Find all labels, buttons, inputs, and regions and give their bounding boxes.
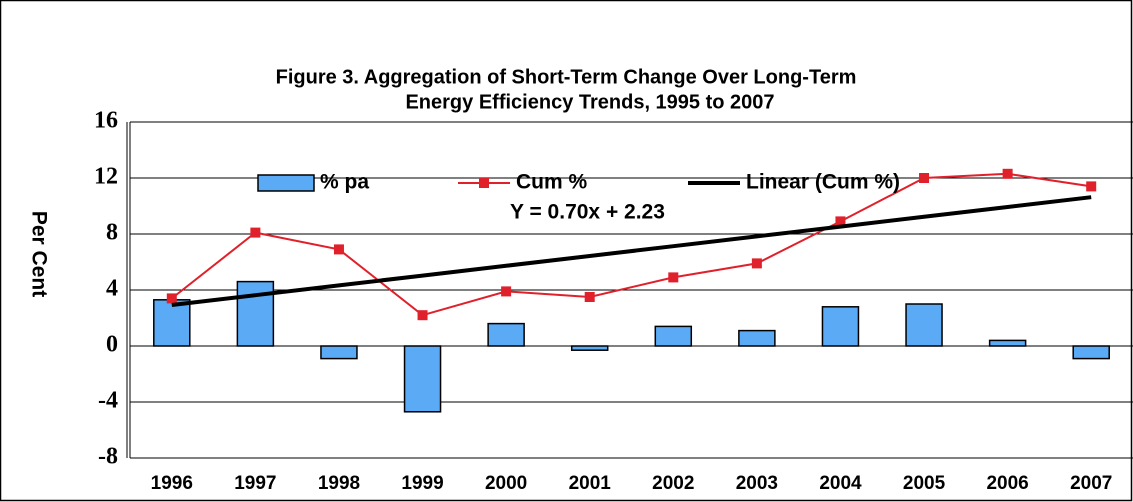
x-tick-label: 2007 [1070, 473, 1112, 494]
marker [501, 286, 512, 297]
bar [487, 322, 525, 347]
x-tick-label: 2006 [986, 473, 1028, 494]
x-tick-label: 2005 [903, 473, 946, 494]
x-tick-label: 2003 [736, 473, 778, 494]
bar [988, 339, 1027, 347]
legend-swatch [257, 174, 315, 192]
x-tick-label: 2001 [569, 473, 612, 494]
bar [654, 325, 693, 347]
marker [584, 292, 595, 302]
legend-label: Linear (Cum %) [746, 171, 900, 194]
y-axis-label: Per Cent [27, 211, 50, 297]
marker [919, 173, 930, 183]
y-tick-label: -8 [98, 444, 118, 470]
marker [668, 272, 679, 283]
y-tick-label: -4 [98, 388, 118, 414]
chart-title: Figure 3. Aggregation of Short-Term Chan… [276, 66, 857, 88]
marker [166, 293, 177, 304]
bar [821, 306, 860, 347]
chart-title: Energy Efficiency Trends, 1995 to 2007 [405, 91, 774, 113]
marker [417, 310, 428, 321]
y-tick-label: 12 [94, 164, 118, 190]
y-tick-label: 0 [106, 332, 118, 358]
marker [333, 244, 344, 255]
bar [236, 280, 275, 347]
bar [905, 303, 943, 347]
bar [403, 345, 442, 413]
bar [570, 345, 609, 351]
marker [835, 216, 846, 227]
x-tick-label: 2004 [819, 473, 862, 494]
bar [320, 345, 358, 360]
x-tick-label: 1998 [318, 473, 360, 494]
x-tick-label: 1997 [234, 473, 276, 494]
bar [738, 329, 776, 347]
annotation: Y = 0.70x + 2.23 [510, 201, 665, 224]
x-tick-label: 2002 [652, 473, 694, 494]
legend-marker [479, 178, 489, 188]
legend-label: Cum % [516, 171, 588, 194]
marker [1002, 168, 1013, 179]
y-tick-label: 16 [94, 108, 118, 134]
line [171, 172, 1092, 317]
legend-label: % pa [320, 171, 369, 194]
bar [1072, 345, 1110, 360]
marker [1086, 181, 1097, 192]
marker [751, 258, 762, 269]
y-tick-label: 8 [106, 220, 118, 246]
x-tick-label: 1999 [401, 473, 443, 494]
marker [250, 227, 261, 238]
x-tick-label: 2000 [485, 473, 527, 494]
x-tick-label: 1996 [151, 473, 193, 494]
bar [153, 299, 191, 347]
y-tick-label: 4 [106, 276, 118, 302]
trend-line [171, 195, 1092, 307]
